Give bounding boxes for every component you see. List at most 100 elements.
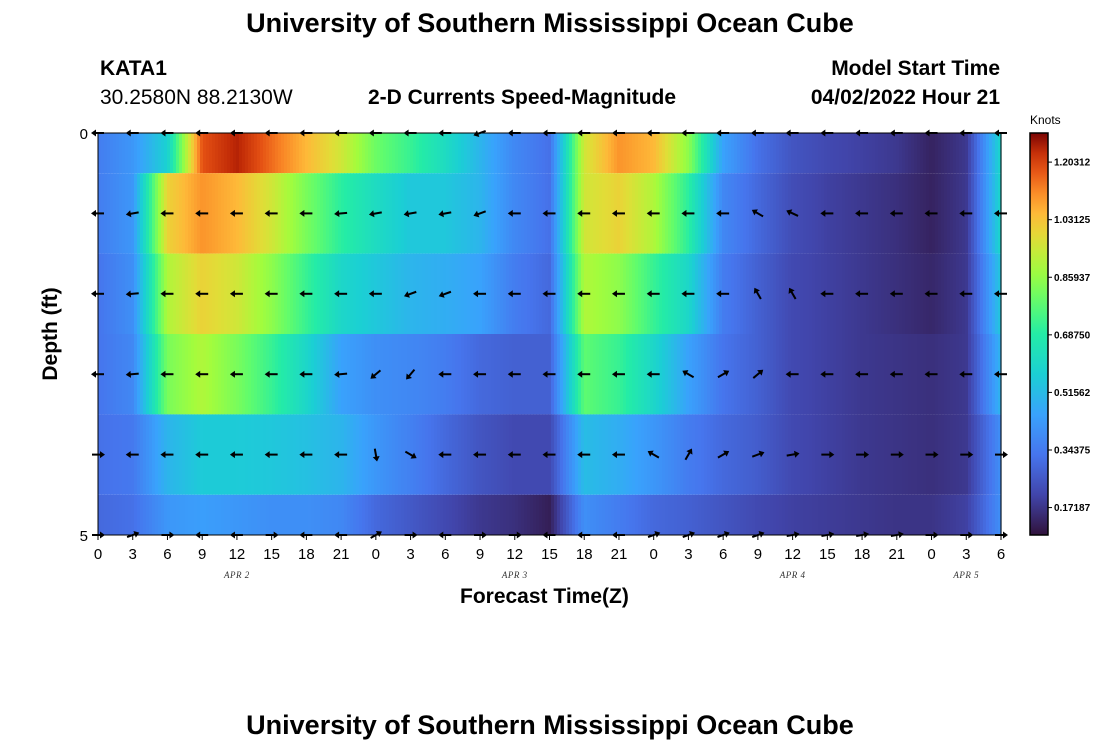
heatmap-cell [917, 494, 921, 535]
heatmap-cell [752, 133, 756, 174]
heatmap-cell [737, 133, 741, 174]
heatmap-cell [581, 494, 585, 535]
heatmap-cell [482, 133, 486, 174]
heatmap-cell [185, 253, 189, 334]
heatmap-cell [290, 334, 294, 415]
heatmap-cell [497, 414, 501, 495]
heatmap-cell [914, 253, 918, 334]
heatmap-cell [452, 133, 456, 174]
heatmap-cell [908, 414, 912, 495]
heatmap-cell [227, 414, 231, 495]
heatmap-cell [560, 494, 564, 535]
heatmap-cell [707, 253, 711, 334]
heatmap-cell [236, 133, 240, 174]
heatmap-cell [860, 494, 864, 535]
heatmap-cell [110, 133, 114, 174]
heatmap-cell [977, 173, 981, 254]
heatmap-cell [710, 494, 714, 535]
heatmap-cell [989, 334, 993, 415]
heatmap-cell [269, 494, 273, 535]
heatmap-cell [431, 133, 435, 174]
heatmap-cell [167, 133, 171, 174]
heatmap-cell [329, 133, 333, 174]
x-tick-label: 21 [333, 546, 350, 563]
heatmap-cell [221, 173, 225, 254]
x-tick-label: 15 [541, 546, 558, 563]
heatmap-cell [971, 133, 975, 174]
heatmap-cell [785, 133, 789, 174]
heatmap-cell [158, 334, 162, 415]
heatmap-cell [605, 494, 609, 535]
heatmap-cell [374, 494, 378, 535]
heatmap-cell [455, 334, 459, 415]
current-vector [334, 370, 348, 378]
heatmap-cell [491, 494, 495, 535]
heatmap-cell [101, 494, 105, 535]
heatmap-cell [737, 414, 741, 495]
heatmap-cell [671, 414, 675, 495]
heatmap-cell [245, 334, 249, 415]
heatmap-cell [983, 253, 987, 334]
x-tick-label: 3 [129, 546, 137, 563]
heatmap-cell [692, 494, 696, 535]
heatmap-cell [176, 133, 180, 174]
heatmap-cell [473, 173, 477, 254]
x-tick-label: 12 [784, 546, 801, 563]
heatmap-cell [557, 414, 561, 495]
current-vector [924, 290, 938, 298]
heatmap-cell [791, 494, 795, 535]
colorbar-tick-label: 0.68750 [1054, 330, 1091, 341]
heatmap-cell [125, 133, 129, 174]
heatmap-cell [569, 253, 573, 334]
heatmap-cell [500, 494, 504, 535]
heatmap-cell [398, 173, 402, 254]
current-vector [125, 370, 139, 378]
heatmap-cell [704, 334, 708, 415]
heatmap-cell [434, 494, 438, 535]
heatmap-cell [635, 253, 639, 334]
heatmap-cell [974, 173, 978, 254]
heatmap-cell [215, 133, 219, 174]
heatmap-cell [905, 253, 909, 334]
heatmap-cell [335, 494, 339, 535]
heatmap-cell [998, 494, 1002, 535]
heatmap-cell [761, 173, 765, 254]
heatmap-cell [383, 173, 387, 254]
heatmap-cell [479, 133, 483, 174]
heatmap-cell [566, 133, 570, 174]
heatmap-cell [215, 173, 219, 254]
heatmap-cell [674, 173, 678, 254]
heatmap-cell [872, 414, 876, 495]
heatmap-cell [950, 494, 954, 535]
heatmap-cell [683, 414, 687, 495]
heatmap-cell [317, 253, 321, 334]
heatmap-cell [848, 334, 852, 415]
current-vector [855, 290, 869, 298]
heatmap-cell [788, 253, 792, 334]
heatmap-cell [782, 173, 786, 254]
heatmap-cell [248, 133, 252, 174]
heatmap-cell [422, 334, 426, 415]
heatmap-cell [386, 173, 390, 254]
heatmap-cell [251, 173, 255, 254]
heatmap-cell [629, 253, 633, 334]
heatmap-cell [947, 133, 951, 174]
heatmap-cell [326, 494, 330, 535]
heatmap-cell [743, 494, 747, 535]
heatmap-cell [245, 173, 249, 254]
heatmap-cell [185, 414, 189, 495]
heatmap-cell [320, 494, 324, 535]
heatmap-cell [743, 414, 747, 495]
heatmap-cell [356, 494, 360, 535]
heatmap-cell [824, 133, 828, 174]
heatmap-cell [158, 414, 162, 495]
heatmap-cell [803, 414, 807, 495]
heatmap-cell [740, 253, 744, 334]
heatmap-cell [800, 133, 804, 174]
heatmap-cell [176, 253, 180, 334]
heatmap-cell [164, 494, 168, 535]
heatmap-cell [776, 173, 780, 254]
colorbar: Knots1.203121.031250.859370.687500.51562… [1029, 113, 1091, 536]
heatmap-cell [224, 173, 228, 254]
